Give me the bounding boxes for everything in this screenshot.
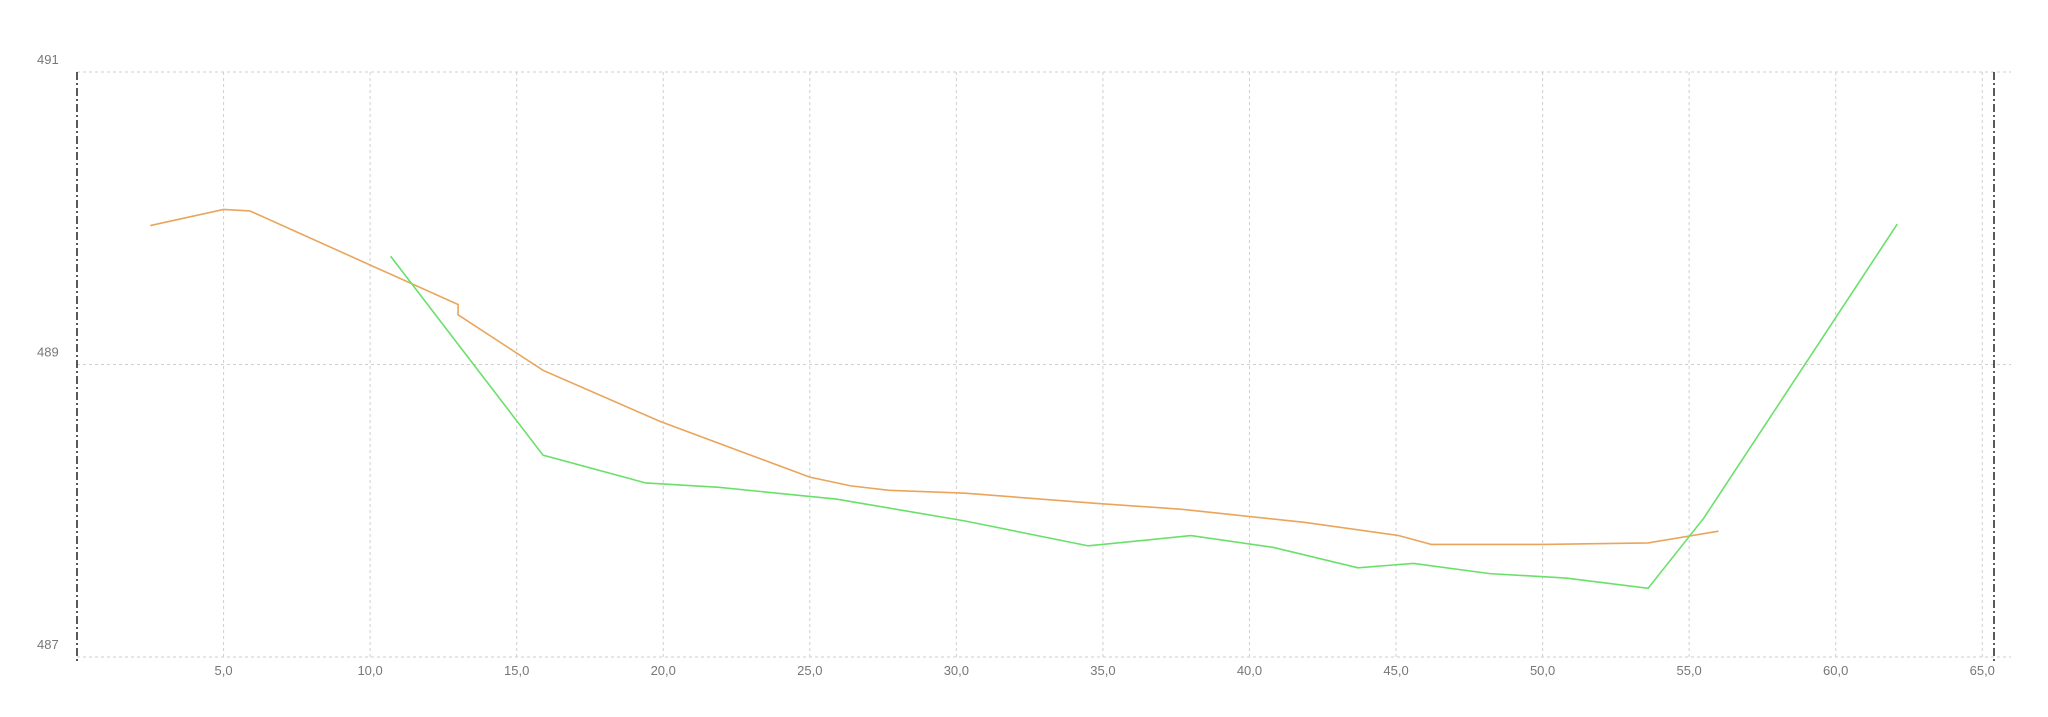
x-tick-label: 5,0 (215, 663, 233, 678)
x-tick-label: 30,0 (944, 663, 969, 678)
x-tick-label: 50,0 (1530, 663, 1555, 678)
y-tick-label: 489 (37, 345, 59, 360)
x-tick-label: 35,0 (1090, 663, 1115, 678)
x-tick-label: 15,0 (504, 663, 529, 678)
series-line (390, 223, 1898, 590)
x-tick-label: 40,0 (1237, 663, 1262, 678)
x-tick-label: 60,0 (1823, 663, 1848, 678)
x-tick-label: 45,0 (1383, 663, 1408, 678)
x-tick-label: 65,0 (1970, 663, 1995, 678)
x-tick-label: 25,0 (797, 663, 822, 678)
x-tick-label: 10,0 (357, 663, 382, 678)
y-tick-label: 487 (37, 637, 59, 652)
series-line (150, 208, 1719, 546)
x-tick-label: 55,0 (1676, 663, 1701, 678)
x-tick-label: 20,0 (651, 663, 676, 678)
y-tick-label: 491 (37, 52, 59, 67)
